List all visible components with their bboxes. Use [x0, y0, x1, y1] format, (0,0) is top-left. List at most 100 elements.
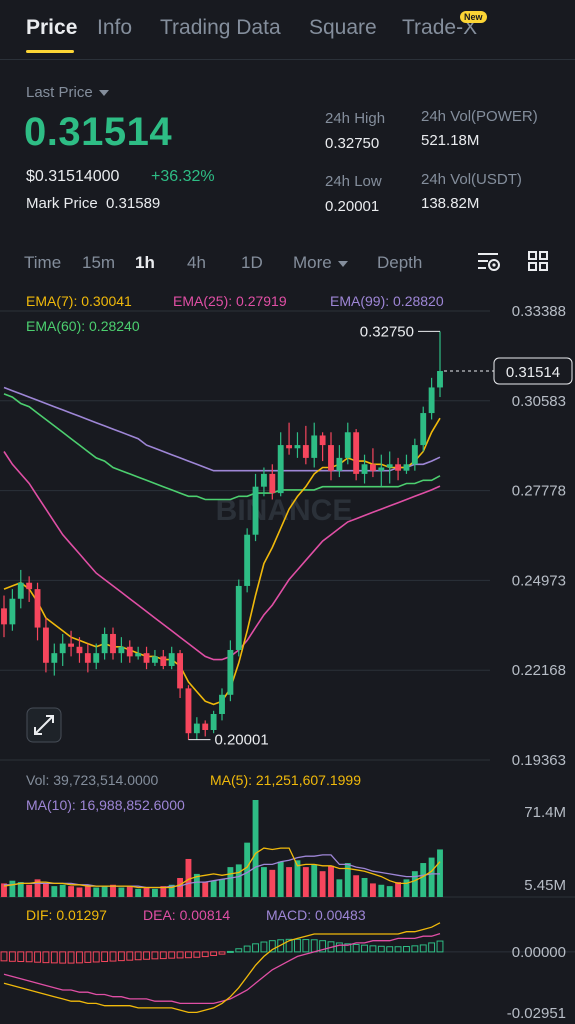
macd-hist-bar [151, 951, 159, 960]
macd-hist-bar [377, 945, 385, 953]
tab-trade-x[interactable]: Trade-X [402, 16, 478, 39]
volume-bar [269, 869, 276, 897]
ma5-label: MA(5): 21,251,607.1999 [210, 772, 361, 788]
price-axis: 0.33388 0.30583 0.27778 0.24973 0.22168 0.193… [512, 303, 566, 769]
volume-bar [319, 871, 326, 897]
volume-bar [101, 886, 108, 897]
candle [93, 653, 100, 663]
volume-bar [428, 857, 435, 897]
macd-panel: 0.00000 -0.02951 [0, 922, 575, 1022]
candle [193, 723, 200, 734]
volume-bar [235, 864, 242, 897]
volume-bar [286, 867, 293, 897]
price-tick-label: 0.30583 [512, 393, 566, 410]
dif-label: DIF: 0.01297 [26, 907, 107, 923]
macd-hist-bar [218, 951, 226, 955]
volume-bar [344, 863, 351, 897]
volume-bar [311, 864, 318, 897]
macd-hist-bar [277, 939, 285, 953]
candle [328, 445, 334, 471]
macd-label: MACD: 0.00483 [266, 907, 366, 923]
ema60-line [3, 393, 441, 501]
macd-hist-bar [84, 951, 92, 963]
volume-bar [76, 887, 83, 897]
volume-bar [361, 877, 368, 897]
ma5-line [3, 847, 441, 889]
candle [302, 445, 309, 458]
candle [361, 464, 368, 474]
tf-time[interactable]: Time [24, 253, 62, 272]
candle [17, 582, 24, 599]
macd-hist-bar [335, 942, 343, 953]
tf-1d[interactable]: 1D [241, 253, 263, 272]
ema25-line [3, 451, 441, 661]
macd-hist-bar [260, 941, 268, 953]
volume-bar [369, 883, 376, 897]
dea-label: DEA: 0.00814 [143, 907, 230, 923]
tf-1h[interactable]: 1h [135, 253, 155, 272]
volume-bar [51, 886, 58, 897]
tf-more[interactable]: More [293, 253, 348, 273]
price-tick-label: 0.19363 [512, 752, 566, 769]
candle [235, 585, 242, 650]
macd-hist-bar [268, 940, 276, 953]
macd-hist-bar [310, 939, 318, 953]
volume-bar [294, 860, 301, 897]
candle [277, 445, 284, 494]
macd-hist-bar [126, 951, 134, 961]
candle [437, 370, 443, 388]
volume-bar [395, 882, 402, 897]
volume-tick-label: 71.4M [524, 804, 566, 821]
volume-bar [244, 842, 251, 897]
macd-hist-bar [302, 939, 310, 953]
macd-hist-bar [159, 951, 167, 960]
tab-price[interactable]: Price [26, 16, 78, 39]
candle [386, 464, 393, 468]
macd-hist-bar [361, 944, 368, 953]
ema7-line [3, 417, 441, 706]
volume-bar [168, 884, 175, 897]
macd-hist-bar [285, 938, 293, 953]
tf-15m[interactable]: 15m [82, 253, 116, 272]
high-value: 0.32750 [325, 135, 380, 152]
macd-hist-bar [176, 951, 184, 959]
macd-hist-bar [294, 938, 301, 953]
volume-bar [277, 861, 284, 897]
mark-price-value: 0.31589 [106, 195, 161, 212]
macd-hist-bar [226, 950, 234, 953]
volume-bar [160, 886, 167, 897]
candle [143, 653, 150, 663]
candle [84, 653, 91, 663]
volume-bar [68, 886, 75, 897]
macd-hist-bar [201, 951, 209, 958]
current-price-label: 0.31514 [506, 364, 560, 381]
volume-bar [143, 887, 150, 897]
tf-depth[interactable]: Depth [377, 253, 423, 272]
ma10-label: MA(10): 16,988,852.6000 [26, 797, 185, 813]
candle [403, 464, 410, 471]
macd-hist-bar [17, 951, 25, 963]
macd-hist-bar [403, 946, 410, 953]
volume-bar [210, 880, 217, 897]
grid-icon[interactable] [527, 250, 549, 272]
tf-4h[interactable]: 4h [187, 253, 206, 272]
tab-trading-data[interactable]: Trading Data [160, 16, 281, 39]
volume-bar [219, 879, 225, 897]
chart-grid [0, 310, 490, 761]
macd-hist-bar [319, 940, 327, 953]
expand-icon[interactable] [26, 707, 62, 743]
volume-bar [1, 883, 7, 897]
caret-down-icon [337, 260, 348, 267]
tab-info[interactable]: Info [97, 16, 133, 39]
volume-bar [59, 884, 66, 897]
last-price-selector[interactable]: Last Price [26, 84, 109, 101]
volume-bar [411, 871, 418, 897]
volume-bar [93, 887, 100, 897]
candle [34, 589, 41, 628]
macd-hist-bar [168, 951, 176, 959]
vol-power-label: 24h Vol(POWER) [421, 108, 538, 125]
chart-settings-icon[interactable] [476, 250, 502, 274]
tab-square[interactable]: Square [309, 16, 377, 39]
candle [110, 633, 116, 654]
